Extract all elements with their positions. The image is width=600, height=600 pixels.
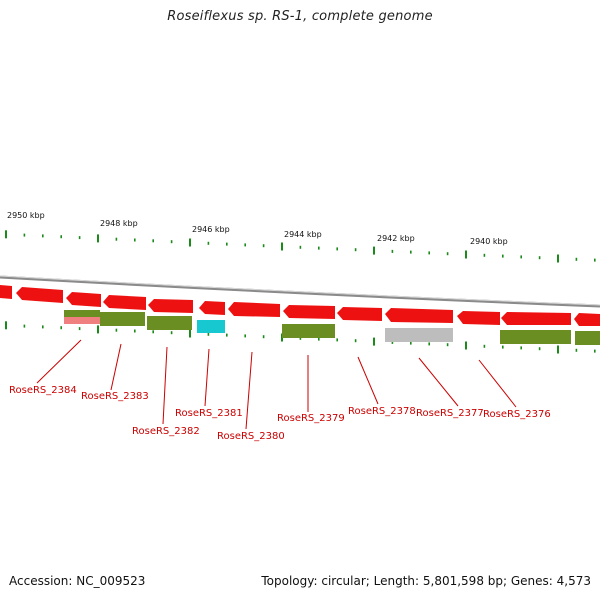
genome-backbone-highlight [0,275,600,306]
gene-feature[interactable] [0,285,12,299]
gene-feature-pink[interactable] [64,317,100,324]
gene-feature-pseudo[interactable] [385,328,453,342]
outer-tick-row [5,230,596,263]
accession-text: Accession: NC_009523 [9,574,146,588]
gene-feature[interactable] [501,312,571,325]
gene-feature-rna[interactable] [197,320,225,333]
callout-line [478,359,517,408]
gene-label-2380[interactable]: RoseRS_2380 [217,431,285,442]
reverse-strand-features [64,310,600,345]
callout-line [110,343,122,391]
gene-label-2377[interactable]: RoseRS_2377 [416,408,484,419]
forward-strand-features [0,285,600,326]
gene-feature[interactable] [64,310,100,317]
kbp-label-2942: 2942 kbp [377,234,415,243]
kbp-label-2940: 2940 kbp [470,237,508,246]
genome-summary-text: Topology: circular; Length: 5,801,598 bp… [261,574,591,588]
gene-feature[interactable] [574,313,600,326]
gene-feature[interactable] [575,331,600,345]
gene-feature[interactable] [66,292,101,307]
gene-feature[interactable] [199,301,225,315]
callout-line [418,357,459,407]
gene-labels: RoseRS_2384 RoseRS_2383 RoseRS_2382 Rose… [9,385,551,442]
kbp-label-2944: 2944 kbp [284,230,322,239]
gene-label-2378[interactable]: RoseRS_2378 [348,406,416,417]
callout-line [357,356,379,405]
callout-lines [36,339,517,430]
gene-feature[interactable] [147,316,192,330]
gene-feature[interactable] [103,295,146,310]
gene-feature[interactable] [148,299,193,313]
genome-title: Roseiflexus sp. RS-1, complete genome [167,9,433,24]
callout-line [162,346,168,425]
gene-label-2382[interactable]: RoseRS_2382 [132,426,200,437]
gene-label-2384[interactable]: RoseRS_2384 [9,385,77,396]
gene-label-2383[interactable]: RoseRS_2383 [81,391,149,402]
callout-line [36,339,82,384]
gene-feature[interactable] [385,308,453,323]
gene-feature[interactable] [228,302,280,317]
gene-feature[interactable] [337,307,382,321]
gene-label-2381[interactable]: RoseRS_2381 [175,408,243,419]
callout-line [245,351,253,430]
inner-tick-row [5,321,596,354]
gene-label-2379[interactable]: RoseRS_2379 [277,413,345,424]
kbp-label-2948: 2948 kbp [100,219,138,228]
genome-backbone [0,275,600,308]
gene-feature[interactable] [282,324,335,338]
gene-feature[interactable] [457,311,500,325]
gene-feature[interactable] [283,305,335,319]
kbp-label-2950: 2950 kbp [7,211,45,220]
gene-label-2376[interactable]: RoseRS_2376 [483,409,551,420]
callout-line [204,348,210,407]
gene-feature[interactable] [16,287,63,303]
kbp-label-2946: 2946 kbp [192,225,230,234]
gene-feature[interactable] [100,312,145,326]
gene-feature[interactable] [500,330,571,344]
kbp-labels: 2950 kbp 2948 kbp 2946 kbp 2944 kbp 2942… [7,211,508,246]
